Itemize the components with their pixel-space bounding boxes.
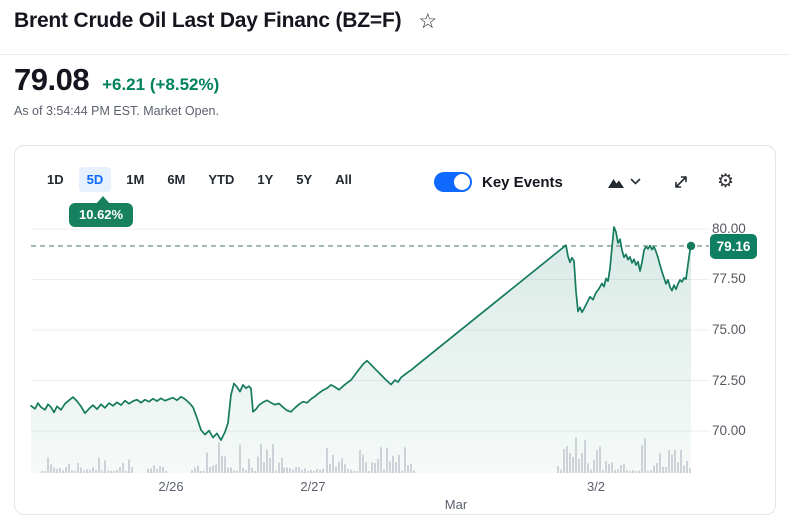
watchlist-star-icon[interactable]: ☆	[418, 9, 438, 33]
y-tick-label: 70.00	[712, 423, 746, 438]
chart-type-button[interactable]	[607, 175, 641, 189]
tab-6m[interactable]: 6M	[167, 172, 186, 187]
toggle-knob	[454, 174, 470, 190]
chart-toolbar-icons: ⚙	[607, 172, 734, 191]
key-events-label: Key Events	[482, 173, 563, 191]
key-events-control: Key Events	[434, 172, 563, 192]
range-gain-value: 10.62%	[79, 207, 124, 222]
tab-ytd[interactable]: YTD	[208, 172, 235, 187]
chart-card: 1D 5D 1M 6M YTD 1Y 5Y All Key Events ⚙	[14, 145, 776, 515]
tab-1y[interactable]: 1Y	[257, 172, 274, 187]
x-tick-label: 2/26	[158, 479, 184, 494]
x-tick-label: 2/27	[300, 479, 326, 494]
tab-all[interactable]: All	[335, 172, 352, 187]
header: Brent Crude Oil Last Day Financ (BZ=F) ☆	[14, 9, 437, 33]
area-chart-icon	[608, 178, 624, 188]
badge-pointer	[96, 196, 110, 204]
fullscreen-button[interactable]	[673, 174, 689, 190]
range-tabs: 1D 5D 1M 6M YTD 1Y 5Y All	[39, 167, 360, 192]
key-events-toggle[interactable]	[434, 172, 472, 192]
expand-icon	[675, 175, 687, 188]
header-divider	[0, 54, 790, 55]
last-price-badge: 79.16	[710, 234, 757, 259]
y-tick-label: 80.00	[712, 221, 746, 236]
tab-5d[interactable]: 5D	[78, 167, 112, 192]
x-tick-label: 3/2	[586, 479, 606, 494]
price-change: +6.21 (+8.52%)	[102, 75, 220, 94]
price-chart[interactable]	[15, 146, 775, 514]
page-title: Brent Crude Oil Last Day Financ (BZ=F)	[14, 9, 402, 32]
chart-settings-button[interactable]: ⚙	[717, 172, 734, 191]
y-tick-label: 77.50	[712, 271, 746, 286]
range-gain-badge: 10.62%	[69, 196, 134, 227]
gear-icon: ⚙	[717, 171, 735, 192]
price-row: 79.08 +6.21 (+8.52%)	[14, 62, 219, 98]
chevron-down-icon	[630, 178, 641, 185]
tab-1m[interactable]: 1M	[126, 172, 145, 187]
as-of-status: As of 3:54:44 PM EST. Market Open.	[14, 104, 219, 118]
x-tick-month-label: Mar	[444, 497, 468, 512]
y-tick-label: 72.50	[712, 373, 746, 388]
current-price: 79.08	[14, 62, 90, 97]
tab-1d[interactable]: 1D	[47, 172, 64, 187]
tab-5y[interactable]: 5Y	[296, 172, 313, 187]
y-tick-label: 75.00	[712, 322, 746, 337]
